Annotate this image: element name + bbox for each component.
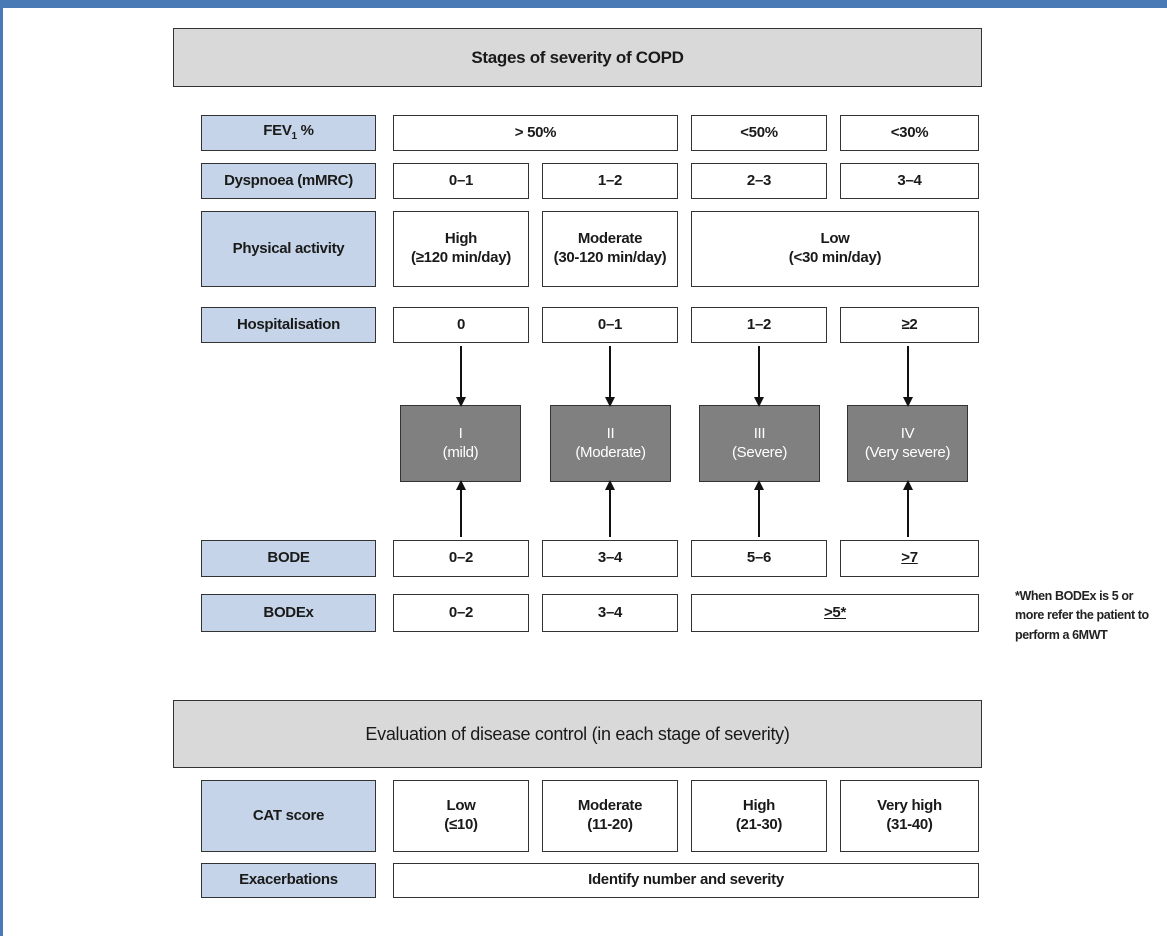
exacerbations-value-text: Identify number and severity <box>588 871 784 889</box>
fev1-value-1-text: > 50% <box>514 123 557 141</box>
bodex-label: BODEx <box>201 594 376 632</box>
bode-value-1: 0–2 <box>393 540 529 577</box>
dyspnoea-value-1-text: 0–1 <box>448 171 474 189</box>
exacerbations-value: Identify number and severity <box>393 863 979 898</box>
stage-i-number: I <box>458 424 463 442</box>
stage-iv-number: IV <box>900 424 915 442</box>
hospitalisation-value-2: 0–1 <box>542 307 678 343</box>
left-frame-bar <box>0 0 3 936</box>
bode-label: BODE <box>201 540 376 577</box>
bodex-value-3: >5* <box>691 594 979 632</box>
fev1-value-3-text: <30% <box>890 123 929 141</box>
fev1-label-text: FEV1 % <box>263 122 314 143</box>
fev1-value-1: > 50% <box>393 115 678 151</box>
hospitalisation-value-3: 1–2 <box>691 307 827 343</box>
severity-title-text: Stages of severity of COPD <box>471 47 684 67</box>
stage-ii-box: II (Moderate) <box>550 405 671 482</box>
dyspnoea-value-3: 2–3 <box>691 163 827 199</box>
severity-title: Stages of severity of COPD <box>173 28 982 87</box>
cat-score-low: Low (≤10) <box>393 780 529 852</box>
bode-value-3-text: 5–6 <box>746 549 772 567</box>
hospitalisation-value-4-text: ≥2 <box>901 315 918 333</box>
bodex-value-1: 0–2 <box>393 594 529 632</box>
dyspnoea-value-1: 0–1 <box>393 163 529 199</box>
cat-score-low-line1: Low <box>446 797 476 815</box>
dyspnoea-value-4-text: 3–4 <box>897 171 922 189</box>
hospitalisation-value-1: 0 <box>393 307 529 343</box>
bodex-value-1-text: 0–2 <box>448 603 474 621</box>
stage-ii-number: II <box>606 424 615 442</box>
stage-iv-box: IV (Very severe) <box>847 405 968 482</box>
physical-activity-low-line2: (<30 min/day) <box>788 249 882 266</box>
cat-score-low-line2: (≤10) <box>444 816 478 833</box>
physical-activity-high-line1: High <box>444 230 478 248</box>
hospitalisation-value-1-text: 0 <box>456 315 466 333</box>
cat-score-moderate-line1: Moderate <box>577 797 643 815</box>
bodex-value-2-text: 3–4 <box>597 603 623 621</box>
fev1-value-2-text: <50% <box>740 123 778 141</box>
bodex-footnote: *When BODEx is 5 or more refer the patie… <box>1015 589 1149 642</box>
stage-iv-name: (Very severe) <box>864 443 951 461</box>
stage-iii-number: III <box>753 424 766 442</box>
stage-i-name: (mild) <box>442 443 479 461</box>
control-title-text: Evaluation of disease control (in each s… <box>365 723 790 744</box>
dyspnoea-label-text: Dyspnoea (mMRC) <box>224 171 353 189</box>
cat-score-high-line2: (21-30) <box>735 816 783 833</box>
cat-score-high-line1: High <box>742 797 776 815</box>
physical-activity-moderate-line1: Moderate <box>577 230 643 248</box>
physical-activity-low: Low (<30 min/day) <box>691 211 979 287</box>
fev1-label: FEV1 % <box>201 115 376 151</box>
control-title: Evaluation of disease control (in each s… <box>173 700 982 768</box>
hospitalisation-label-text: Hospitalisation <box>236 315 340 333</box>
bode-value-2-text: 3–4 <box>597 549 623 567</box>
fev1-value-3: <30% <box>840 115 979 151</box>
bode-value-3: 5–6 <box>691 540 827 577</box>
dyspnoea-value-2-text: 1–2 <box>597 171 623 189</box>
bodex-value-3-text: >5* <box>823 603 847 621</box>
physical-activity-moderate-line2: (30-120 min/day) <box>553 249 667 266</box>
dyspnoea-value-2: 1–2 <box>542 163 678 199</box>
cat-score-high: High (21-30) <box>691 780 827 852</box>
exacerbations-label: Exacerbations <box>201 863 376 898</box>
physical-activity-moderate: Moderate (30-120 min/day) <box>542 211 678 287</box>
cat-score-very-high-line1: Very high <box>877 797 942 815</box>
dyspnoea-value-3-text: 2–3 <box>746 171 772 189</box>
physical-activity-low-line1: Low <box>820 230 850 248</box>
physical-activity-high: High (≥120 min/day) <box>393 211 529 287</box>
hospitalisation-value-4: ≥2 <box>840 307 979 343</box>
hospitalisation-value-3-text: 1–2 <box>746 315 772 333</box>
bodex-value-2: 3–4 <box>542 594 678 632</box>
hospitalisation-value-2-text: 0–1 <box>597 315 623 333</box>
cat-score-label: CAT score <box>201 780 376 852</box>
bode-label-text: BODE <box>267 549 310 567</box>
cat-score-moderate-line2: (11-20) <box>587 816 633 833</box>
dyspnoea-label: Dyspnoea (mMRC) <box>201 163 376 199</box>
bode-value-2: 3–4 <box>542 540 678 577</box>
bodex-label-text: BODEx <box>263 603 314 621</box>
cat-score-very-high-line2: (31-40) <box>886 816 933 833</box>
bode-value-4: >7 <box>840 540 979 577</box>
bode-value-1-text: 0–2 <box>448 549 474 567</box>
cat-score-very-high: Very high (31-40) <box>840 780 979 852</box>
hospitalisation-label: Hospitalisation <box>201 307 376 343</box>
physical-activity-high-line2: (≥120 min/day) <box>411 249 511 266</box>
stage-iii-box: III (Severe) <box>699 405 820 482</box>
stage-iii-name: (Severe) <box>731 443 788 461</box>
top-frame-bar <box>0 0 1167 8</box>
stage-ii-name: (Moderate) <box>575 443 646 461</box>
cat-score-moderate: Moderate (11-20) <box>542 780 678 852</box>
physical-activity-label: Physical activity <box>201 211 376 287</box>
physical-activity-label-text: Physical activity <box>232 239 345 257</box>
bode-value-4-text: >7 <box>901 549 918 567</box>
exacerbations-label-text: Exacerbations <box>239 871 338 889</box>
fev1-value-2: <50% <box>691 115 827 151</box>
dyspnoea-value-4: 3–4 <box>840 163 979 199</box>
cat-score-label-text: CAT score <box>252 806 325 824</box>
